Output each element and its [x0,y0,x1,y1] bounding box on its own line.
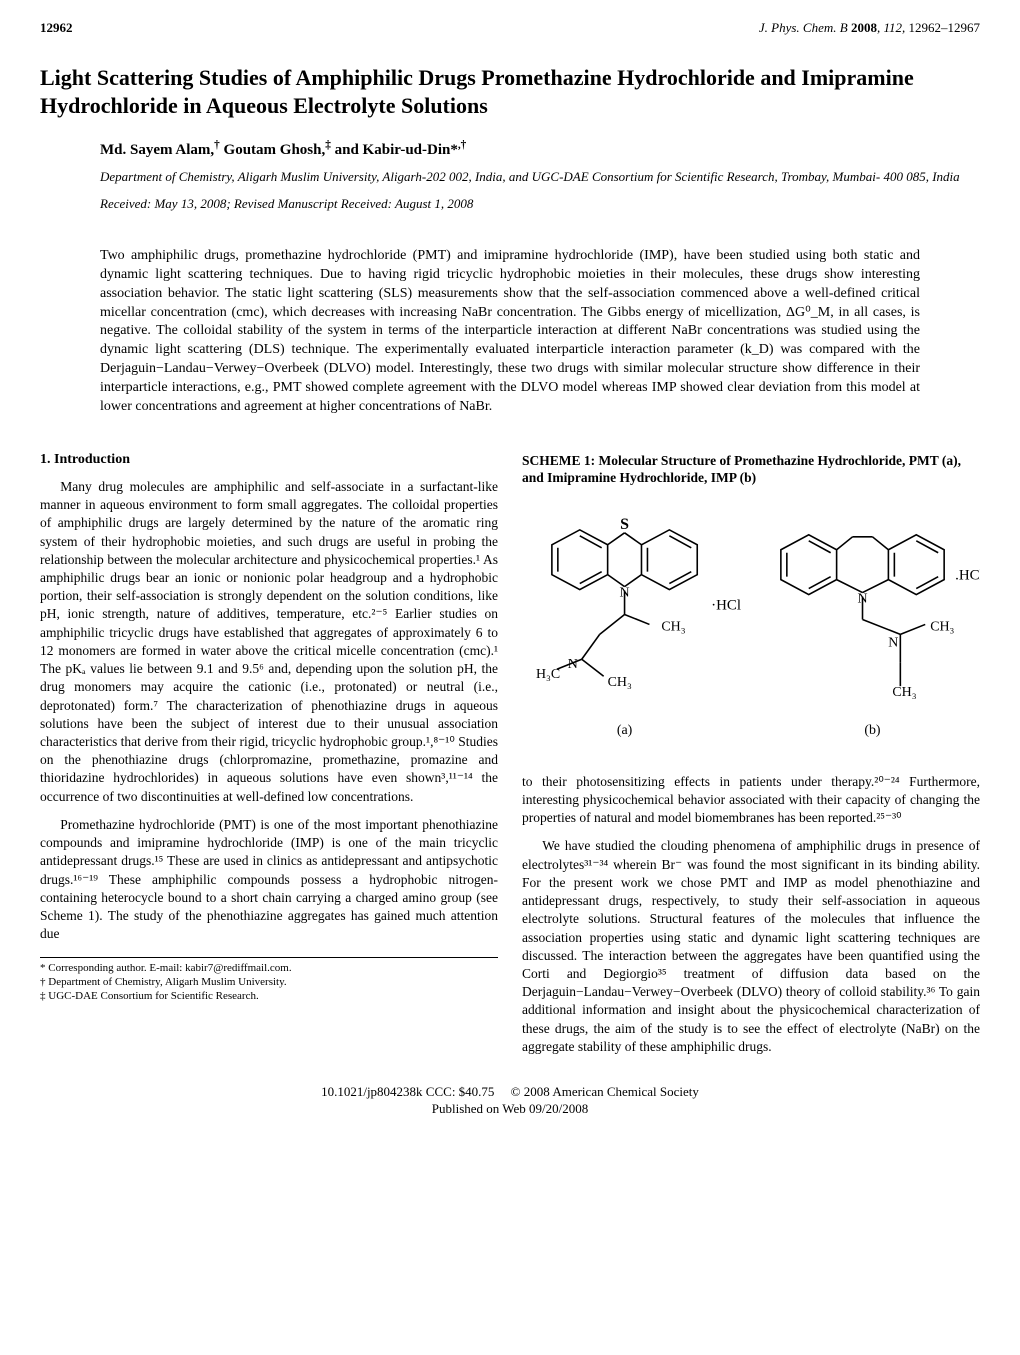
n-atom-label-b2: N [888,635,898,650]
journal-year: 2008 [851,20,877,35]
scheme-1-title: SCHEME 1: Molecular Structure of Prometh… [522,452,980,487]
published-line: Published on Web 09/20/2008 [40,1101,980,1118]
h3c-label-a: H₃C [536,667,560,682]
journal-volume: 112 [883,20,902,35]
doi-line: 10.1021/jp804238k CCC: $40.75 © 2008 Ame… [40,1084,980,1101]
scheme-label-b: (b) [864,723,881,738]
right-column: SCHEME 1: Molecular Structure of Prometh… [522,452,980,1066]
journal-name: J. Phys. Chem. B [759,20,848,35]
intro-paragraph-1: Many drug molecules are amphiphilic and … [40,478,498,806]
hcl-label-b: .HCl [955,568,980,584]
footnote-affil-1: † Department of Chemistry, Aligarh Musli… [40,976,498,990]
ch3-label-b2: CH₃ [892,685,916,700]
scheme-1-figure: S N CH₃ N H₃C CH₃ ·HCl (a) [522,495,980,764]
hcl-label-a: ·HCl [711,597,741,613]
ch3-label-b1: CH₃ [930,619,954,634]
journal-citation: J. Phys. Chem. B 2008, 112, 12962–12967 [759,20,980,36]
n-atom-label-b: N [857,592,867,607]
ch3-label-a2: CH₃ [608,675,632,690]
received-dates: Received: May 13, 2008; Revised Manuscri… [100,196,980,212]
s-atom-label: S [620,516,629,533]
n-atom-label-a: N [620,586,630,601]
intro-paragraph-2: Promethazine hydrochloride (PMT) is one … [40,816,498,944]
authors: Md. Sayem Alam,† Goutam Ghosh,‡ and Kabi… [100,139,980,159]
page-number: 12962 [40,20,73,36]
abstract: Two amphiphilic drugs, promethazine hydr… [100,247,920,417]
footnotes: * Corresponding author. E-mail: kabir7@r… [40,957,498,1003]
article-title: Light Scattering Studies of Amphiphilic … [40,64,980,119]
page-footer: 10.1021/jp804238k CCC: $40.75 © 2008 Ame… [40,1084,980,1118]
body-columns: 1. Introduction Many drug molecules are … [40,452,980,1066]
journal-pages: 12962–12967 [909,20,981,35]
right-paragraph-1: to their photosensitizing effects in pat… [522,773,980,828]
footnote-corresponding: * Corresponding author. E-mail: kabir7@r… [40,962,498,976]
left-column: 1. Introduction Many drug molecules are … [40,452,498,1066]
right-paragraph-2: We have studied the clouding phenomena o… [522,837,980,1056]
affiliation: Department of Chemistry, Aligarh Muslim … [100,169,980,186]
ch3-label-a1: CH₃ [661,619,685,634]
footnote-affil-2: ‡ UGC-DAE Consortium for Scientific Rese… [40,990,498,1004]
page-header: 12962 J. Phys. Chem. B 2008, 112, 12962–… [40,20,980,36]
scheme-label-a: (a) [617,723,633,738]
section-1-heading: 1. Introduction [40,452,498,468]
n-atom-label-a2: N [568,657,578,672]
